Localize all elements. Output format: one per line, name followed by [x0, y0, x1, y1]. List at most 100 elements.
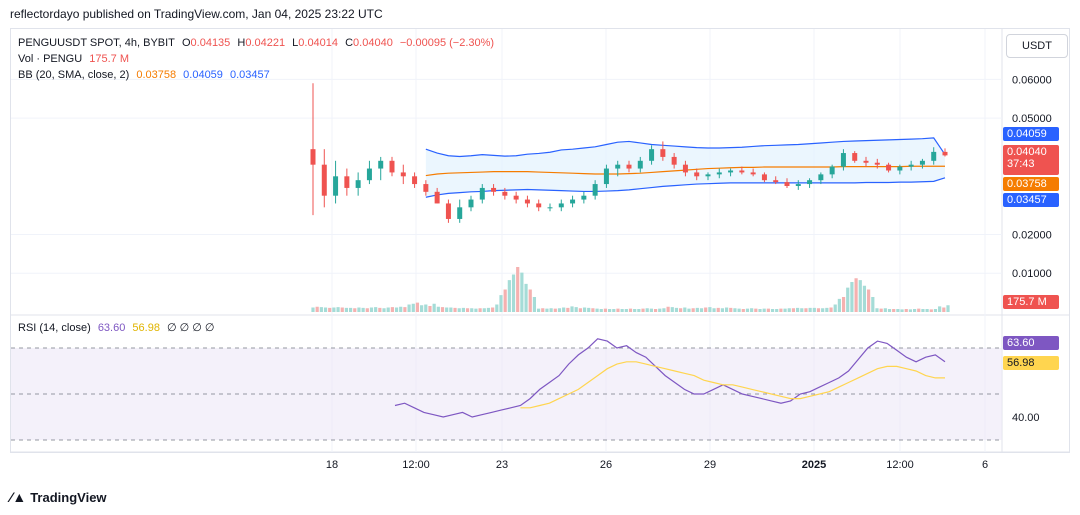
bb-lower-tag: 0.03457 — [1003, 193, 1059, 207]
volume-bar-149 — [933, 309, 938, 312]
volume-bar-110 — [770, 309, 775, 312]
volume-bar-84 — [662, 308, 666, 312]
volume-bar-79 — [641, 308, 645, 312]
x-tick-1: 12:00 — [402, 459, 430, 471]
volume-bar-29 — [432, 303, 436, 312]
volume-bar-38 — [470, 308, 474, 312]
volume-bar-45 — [499, 295, 503, 312]
legend-close: 0.04040 — [353, 37, 393, 49]
volume-bar-94 — [704, 307, 708, 312]
volume-bar-143 — [908, 309, 913, 312]
volume-bar-34 — [453, 307, 457, 312]
volume-bar-100 — [729, 307, 733, 312]
volume-bar-129 — [850, 282, 854, 312]
volume-bar-8 — [344, 307, 349, 312]
legend-change: −0.00095 (−2.30%) — [399, 37, 495, 49]
volume-bar-22 — [403, 307, 407, 312]
volume-bar-115 — [791, 308, 796, 312]
candle-body-14 — [468, 199, 474, 208]
candle-body-52 — [897, 166, 903, 171]
candle-body-37 — [728, 170, 734, 173]
volume-bar-111 — [775, 309, 779, 312]
volume-bar-97 — [716, 307, 720, 312]
volume-bar-91 — [691, 308, 695, 312]
candle-body-29 — [637, 160, 643, 169]
candle-body-38 — [739, 170, 745, 173]
volume-bar-101 — [733, 308, 737, 312]
candle-body-28 — [626, 164, 632, 169]
volume-bar-47 — [507, 280, 511, 312]
volume-bar-21 — [399, 306, 403, 312]
legend-open: 0.04135 — [190, 37, 231, 49]
price-tick-0: 0.06000 — [1012, 74, 1052, 86]
volume-bar-61 — [566, 307, 570, 312]
candle-body-0 — [310, 149, 316, 165]
legend-bb-label: BB (20, SMA, close, 2) — [18, 69, 130, 81]
candle-body-46 — [829, 166, 835, 175]
countdown-value: 37:43 — [1007, 158, 1035, 170]
currency-button[interactable]: USDT — [1006, 34, 1068, 58]
volume-bar-121 — [816, 308, 821, 312]
volume-bar-68 — [595, 308, 599, 312]
volume-bar-71 — [608, 309, 612, 312]
volume-bar-151 — [942, 307, 946, 312]
volume-bar-133 — [867, 289, 871, 312]
volume-bar-27 — [424, 304, 428, 312]
volume-bar-141 — [900, 309, 904, 312]
volume-bar-118 — [804, 308, 808, 312]
volume-bar-77 — [633, 309, 637, 312]
footer-brand[interactable]: ⁄▲ TradingView — [10, 489, 107, 505]
volume-bar-54 — [536, 308, 541, 312]
volume-bar-72 — [612, 309, 616, 312]
volume-bar-0 — [311, 307, 315, 312]
candle-body-43 — [795, 184, 801, 186]
legend-symbol: PENGUUSDT SPOT, 4h, BYBIT — [18, 37, 175, 49]
rsi-line — [394, 338, 946, 418]
candle-body-45 — [818, 174, 824, 181]
volume-bar-122 — [821, 308, 825, 312]
volume-bar-140 — [896, 309, 900, 312]
candle-body-32 — [671, 156, 677, 165]
candle-body-6 — [378, 160, 384, 169]
candle-body-33 — [682, 164, 688, 173]
legend-bb-basis: 0.03758 — [136, 69, 177, 81]
volume-bar-59 — [557, 308, 562, 312]
candle-body-56 — [942, 151, 948, 156]
volume-bar-95 — [708, 307, 712, 312]
candle-body-41 — [773, 180, 779, 183]
volume-bar-15 — [374, 307, 378, 312]
volume-bar-44 — [495, 304, 499, 312]
volume-bar-70 — [603, 308, 608, 312]
candle-body-42 — [784, 182, 790, 186]
volume-bar-102 — [737, 308, 741, 312]
volume-bar-33 — [449, 307, 453, 312]
legend-low-label: L — [292, 37, 299, 49]
legend-symbol-line: PENGUUSDT SPOT, 4h, BYBIT O0.04135 H0.04… — [18, 37, 498, 49]
legend-bb-lower: 0.03457 — [229, 69, 270, 81]
candle-body-27 — [615, 164, 621, 169]
legend-rsi-line: RSI (14, close) 63.60 56.98 ∅ ∅ ∅ ∅ — [18, 321, 219, 334]
volume-bar-108 — [762, 308, 766, 312]
rsi-tick-0: 40.00 — [1012, 412, 1040, 424]
volume-bar-78 — [637, 309, 641, 312]
volume-bar-55 — [541, 308, 545, 312]
candle-body-8 — [400, 172, 406, 177]
candle-body-3 — [344, 176, 350, 188]
volume-bar-107 — [758, 309, 762, 312]
volume-bar-112 — [779, 308, 783, 312]
bb-upper-line — [425, 137, 946, 158]
volume-bar-150 — [938, 306, 942, 312]
volume-bar-1 — [315, 306, 319, 312]
volume-bar-35 — [457, 308, 461, 312]
volume-bar-86 — [670, 307, 674, 312]
volume-bar-126 — [837, 298, 841, 312]
candle-body-47 — [840, 153, 846, 167]
volume-bar-64 — [578, 308, 582, 312]
volume-bar-125 — [833, 304, 837, 312]
candle-body-7 — [389, 160, 395, 173]
volume-bar-24 — [411, 303, 415, 312]
volume-bar-144 — [912, 309, 917, 312]
volume-bar-49 — [516, 267, 520, 312]
candle-body-44 — [807, 180, 813, 185]
